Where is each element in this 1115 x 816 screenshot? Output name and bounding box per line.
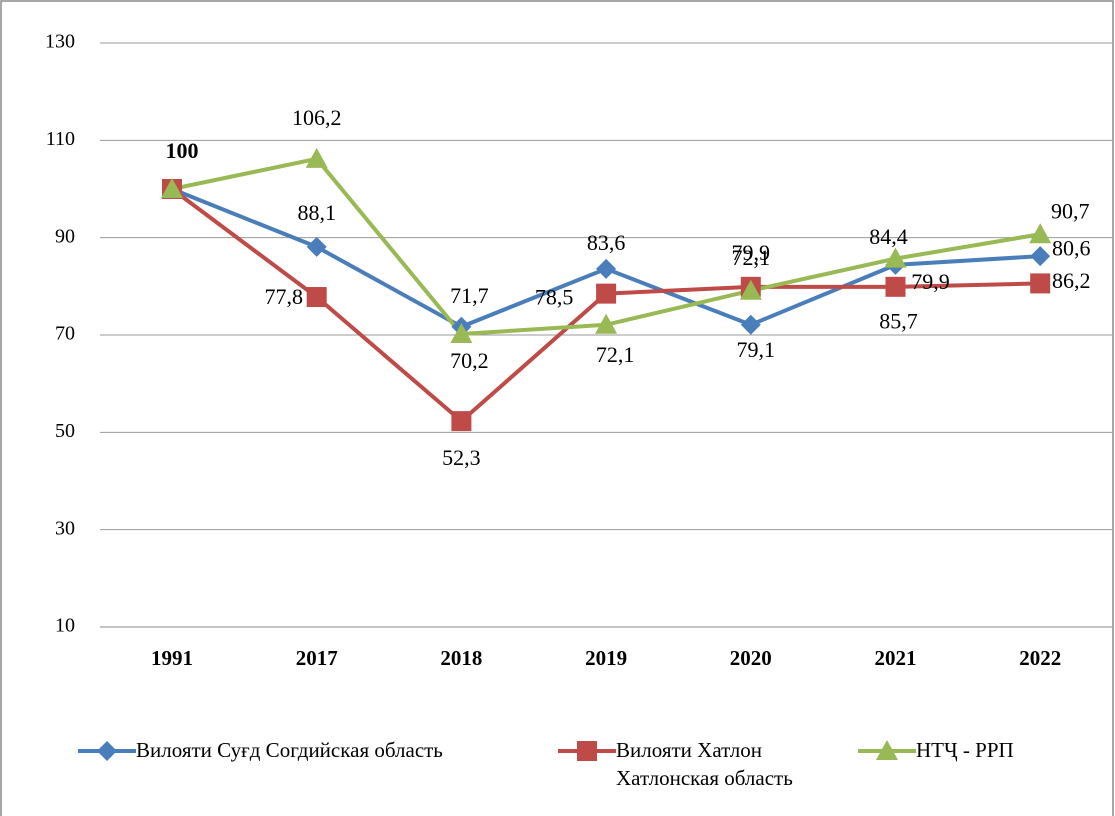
data-point bbox=[1029, 223, 1052, 244]
legend-swatch bbox=[558, 741, 616, 761]
y-tick-label: 90 bbox=[55, 225, 75, 247]
data-point bbox=[740, 314, 761, 335]
x-tick-label: 2018 bbox=[440, 646, 482, 670]
legend-marker bbox=[577, 741, 597, 761]
data-point bbox=[306, 236, 327, 257]
x-tick-label: 2019 bbox=[585, 646, 627, 670]
legend-marker bbox=[876, 740, 898, 760]
data-point bbox=[884, 247, 907, 268]
data-label: 83,6 bbox=[587, 230, 626, 255]
x-tick-label: 2020 bbox=[730, 646, 772, 670]
data-point bbox=[596, 283, 617, 304]
data-label: 106,2 bbox=[292, 105, 342, 130]
legend-label: Вилояти Хатлон Хатлонская область bbox=[616, 738, 793, 790]
data-point bbox=[596, 258, 617, 279]
data-label: 88,1 bbox=[297, 200, 336, 225]
y-tick-label: 70 bbox=[55, 323, 75, 345]
data-label: 90,7 bbox=[1051, 198, 1090, 223]
data-label: 52,3 bbox=[442, 445, 481, 470]
data-label: 72,1 bbox=[596, 342, 635, 367]
data-point bbox=[885, 276, 906, 297]
legend-item: Вилояти Хатлон Хатлонская область bbox=[558, 736, 858, 792]
x-tick-label: 2017 bbox=[296, 646, 338, 670]
y-tick-label: 30 bbox=[55, 517, 75, 539]
legend-item: Вилояти Суғд Согдийская область bbox=[78, 736, 558, 792]
data-point bbox=[305, 147, 328, 168]
data-label: 78,5 bbox=[535, 285, 574, 310]
data-label: 100 bbox=[166, 138, 199, 163]
data-label: 77,8 bbox=[264, 284, 303, 309]
data-label: 79,9 bbox=[911, 269, 950, 294]
y-tick-label: 130 bbox=[45, 31, 75, 53]
data-label: 72,1 bbox=[732, 245, 771, 270]
legend-swatch bbox=[78, 741, 136, 761]
x-tick-label: 2021 bbox=[875, 646, 917, 670]
data-point bbox=[1030, 246, 1051, 267]
legend-label: НТҶ - РРП bbox=[916, 738, 1014, 762]
legend-marker bbox=[97, 741, 117, 761]
data-point bbox=[306, 287, 327, 308]
x-tick-label: 2022 bbox=[1019, 646, 1061, 670]
data-label: 79,9 bbox=[732, 240, 771, 265]
data-point bbox=[1030, 273, 1051, 294]
y-tick-label: 50 bbox=[55, 420, 75, 442]
data-point bbox=[451, 411, 472, 432]
data-label: 85,7 bbox=[879, 309, 918, 334]
data-label: 79,1 bbox=[737, 337, 776, 362]
data-label: 70,2 bbox=[450, 348, 489, 373]
legend-label: Вилояти Суғд Согдийская область bbox=[136, 738, 443, 762]
data-point bbox=[595, 313, 618, 334]
legend: Вилояти Суғд Согдийская область Вилояти Х… bbox=[78, 736, 1108, 792]
data-point bbox=[161, 178, 183, 198]
x-tick-label: 1991 bbox=[151, 646, 193, 670]
legend-item: НТҶ - РРП bbox=[858, 736, 1108, 792]
y-tick-label: 10 bbox=[55, 615, 75, 637]
y-tick-label: 110 bbox=[46, 128, 75, 150]
legend-swatch bbox=[858, 740, 916, 760]
data-label: 84,4 bbox=[869, 224, 908, 249]
data-label: 71,7 bbox=[450, 283, 489, 308]
data-point bbox=[450, 323, 473, 344]
data-label: 86,2 bbox=[1052, 268, 1091, 293]
data-label: 80,6 bbox=[1052, 235, 1091, 260]
data-point bbox=[739, 279, 762, 300]
